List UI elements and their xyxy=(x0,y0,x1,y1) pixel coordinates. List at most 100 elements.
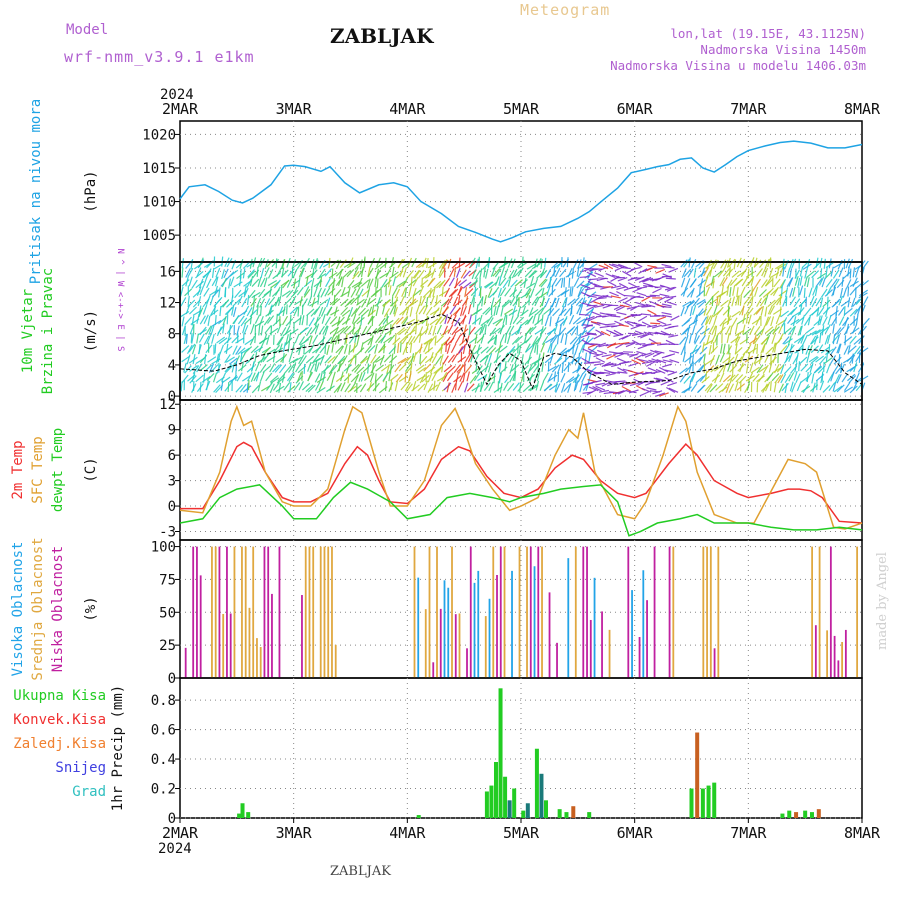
wind-barb xyxy=(516,316,525,325)
wind-barb xyxy=(198,278,204,289)
precip-legend-3: Snijeg xyxy=(55,760,106,776)
wind-barb xyxy=(350,308,358,317)
wind-barb xyxy=(356,324,362,335)
precip-bar xyxy=(787,810,792,818)
wind-barb xyxy=(381,304,386,315)
x-tick-label-bottom: 2MAR xyxy=(162,824,199,842)
wind-barb xyxy=(636,292,647,297)
wind-barb xyxy=(832,298,841,307)
wind-barb xyxy=(507,382,515,392)
wind-barb xyxy=(374,343,378,354)
wind-barb xyxy=(442,372,449,382)
wind-barb xyxy=(637,333,648,338)
wind-barb xyxy=(585,381,590,391)
wind-barb xyxy=(796,381,802,392)
wind-barb xyxy=(694,335,701,345)
wind-barb xyxy=(717,295,722,306)
wind-barb xyxy=(316,386,326,394)
wind-barb xyxy=(356,316,365,325)
wind-barb xyxy=(615,305,626,312)
wind-barb xyxy=(703,267,710,277)
wind-barb xyxy=(233,281,243,288)
wind-barb xyxy=(476,304,479,315)
wind-barb xyxy=(769,380,772,391)
wind-barb xyxy=(574,380,579,391)
wind-barb xyxy=(280,285,283,296)
wind-barb xyxy=(267,269,274,279)
wind-barb xyxy=(688,333,693,344)
wind-barb xyxy=(327,288,336,296)
wind-barb xyxy=(509,289,518,298)
wind-barb xyxy=(532,337,541,346)
wind-barb xyxy=(293,306,299,317)
wind-barb xyxy=(249,314,253,325)
wind-barb xyxy=(474,383,480,393)
wind-barb xyxy=(417,318,427,326)
wind-barb xyxy=(762,364,769,374)
wind-barb xyxy=(341,355,348,365)
wind-barb xyxy=(196,333,199,344)
wind-barb xyxy=(412,269,420,279)
wind-barb xyxy=(638,304,649,307)
wind-barb xyxy=(409,342,413,353)
wind-barb xyxy=(645,361,656,367)
wind-barb xyxy=(647,264,658,268)
wind-barb xyxy=(786,268,791,279)
wind-barb xyxy=(721,285,724,296)
wind-barb xyxy=(223,268,229,279)
wind-barb xyxy=(398,328,407,336)
wind-barb xyxy=(815,297,822,307)
wind-barb xyxy=(419,373,426,384)
wind-barb xyxy=(574,345,579,355)
series-wind-speed xyxy=(179,313,863,390)
wind-barb xyxy=(643,285,654,288)
wind-barb xyxy=(619,341,630,345)
wind-barb xyxy=(838,316,845,326)
wind-barb xyxy=(405,305,410,316)
wind-barb xyxy=(488,352,493,363)
wind-barb xyxy=(539,291,548,299)
wind-barb xyxy=(734,323,739,334)
wind-barb xyxy=(311,277,315,288)
wind-barb xyxy=(438,279,446,289)
wind-barb xyxy=(618,324,629,328)
wind-barb xyxy=(330,309,340,316)
wind-barb xyxy=(594,272,604,278)
wind-barb xyxy=(763,267,769,278)
wind-barb xyxy=(819,380,825,391)
wind-barb xyxy=(428,325,433,336)
ylabel-cloud-2: Niska Oblacnost xyxy=(50,546,66,672)
wind-barb xyxy=(696,308,704,317)
wind-barb xyxy=(423,380,429,391)
wind-barb xyxy=(784,383,788,394)
wind-barb xyxy=(699,373,707,382)
wind-barb xyxy=(278,382,282,393)
wind-barb xyxy=(792,316,797,327)
wind-barb xyxy=(740,268,748,278)
wind-barb xyxy=(555,383,561,393)
wind-barb xyxy=(529,270,538,278)
wind-barb xyxy=(418,285,425,296)
wind-barb xyxy=(643,277,654,283)
wind-barb xyxy=(535,288,543,297)
precip-bar xyxy=(246,812,251,818)
wind-barb xyxy=(811,329,821,336)
wind-barb xyxy=(312,353,320,363)
wind-barb xyxy=(710,334,716,345)
wind-barb xyxy=(851,353,854,364)
wind-barb xyxy=(263,316,271,326)
wind-barb xyxy=(197,296,202,307)
wind-barb xyxy=(547,327,556,337)
wind-barb xyxy=(706,383,713,394)
wind-barb xyxy=(802,334,809,345)
wind-barb xyxy=(617,277,628,282)
wind-barb xyxy=(843,316,849,327)
wind-barb xyxy=(285,289,294,298)
wind-barb xyxy=(753,335,761,344)
wind-barb xyxy=(810,345,819,354)
wind-barb xyxy=(661,311,672,316)
wind-barb xyxy=(330,364,338,374)
wind-barb xyxy=(435,366,444,374)
wind-barb xyxy=(806,372,809,383)
wind-barb xyxy=(567,382,572,393)
